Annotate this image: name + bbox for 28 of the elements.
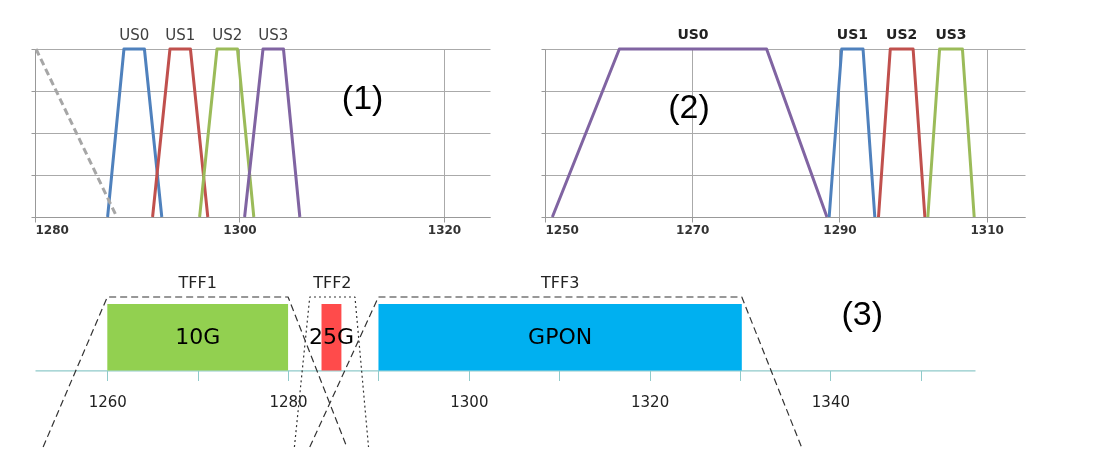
annotation: (3) [841,294,883,332]
x-tick-label: 1280 [35,222,69,237]
series-label: US1 [165,26,196,44]
series-label: TFF2 [312,273,352,292]
x-tick-label: 1260 [88,392,127,411]
x-tick-label: 1250 [545,222,579,237]
annotation: (1) [341,78,384,117]
series-label: US2 [886,26,918,42]
series-label: 10G [175,324,221,350]
x-tick-label: 1300 [223,222,257,237]
series-label: US1 [836,26,868,42]
series-label: TFF3 [539,273,580,292]
x-tick-label: 1280 [269,392,308,411]
series-label: US0 [119,26,150,44]
series-label: US3 [258,26,289,44]
series-label: US0 [677,26,709,42]
series-label: GPON [528,324,593,350]
series-label: TFF1 [177,273,217,292]
x-tick-label: 1310 [970,222,1004,237]
series-label: US2 [212,26,243,44]
annotation: (2) [668,86,710,125]
x-tick-label: 1290 [823,222,857,237]
series-label: US3 [935,26,967,42]
x-tick-label: 1300 [450,392,489,411]
x-tick-label: 1340 [811,392,850,411]
x-tick-label: 1270 [676,222,710,237]
x-tick-label: 1320 [427,222,462,237]
x-tick-label: 1320 [631,392,670,411]
